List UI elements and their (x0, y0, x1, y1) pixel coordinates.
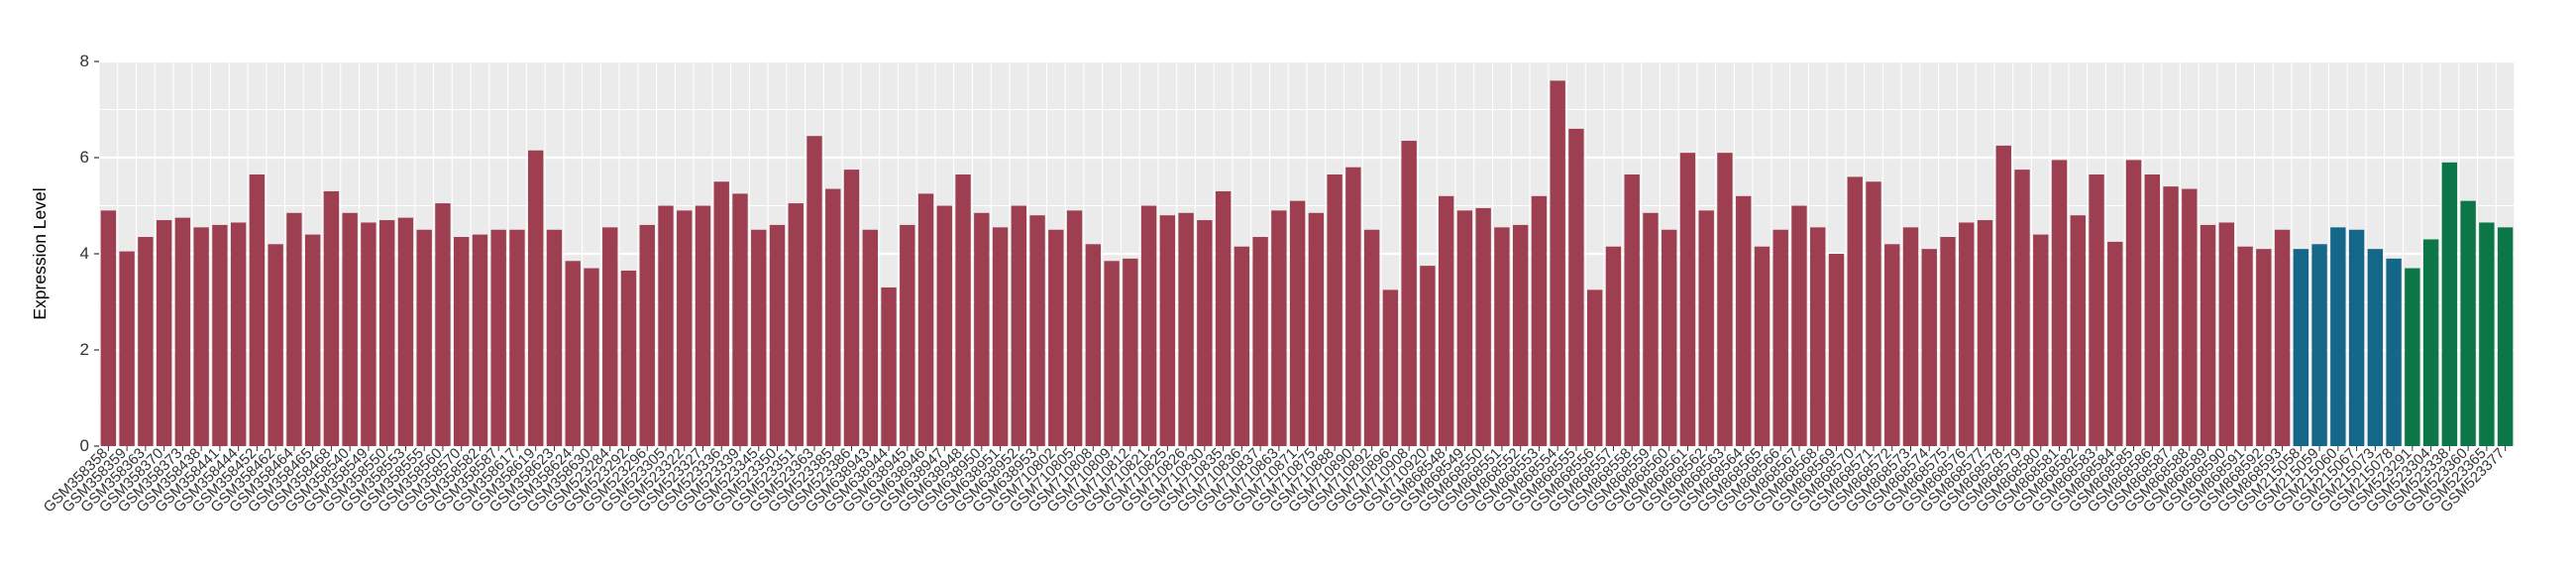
svg-text:2: 2 (80, 340, 89, 359)
svg-text:Expression Level: Expression Level (30, 187, 50, 319)
svg-text:4: 4 (80, 244, 89, 263)
svg-text:8: 8 (80, 52, 89, 70)
svg-text:6: 6 (80, 148, 89, 167)
svg-text:0: 0 (80, 436, 89, 455)
